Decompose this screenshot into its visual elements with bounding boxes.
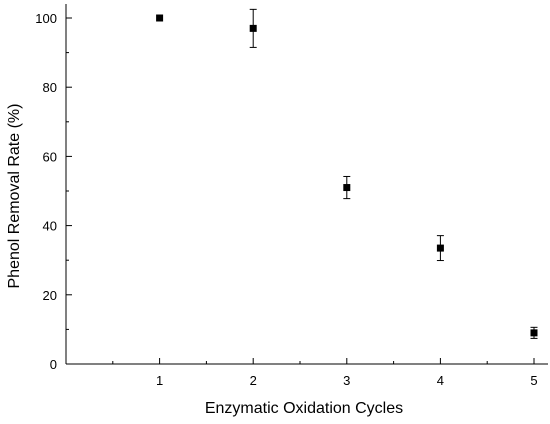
data-points bbox=[156, 8, 538, 339]
x-axis-title: Enzymatic Oxidation Cycles bbox=[205, 400, 403, 417]
y-tick-label: 100 bbox=[35, 11, 57, 26]
data-point-marker bbox=[343, 184, 351, 192]
y-tick-label: 80 bbox=[43, 80, 57, 95]
x-tick-label: 5 bbox=[530, 373, 537, 388]
x-tick-label: 4 bbox=[437, 373, 444, 388]
data-point-marker bbox=[530, 329, 538, 337]
plot-frame bbox=[65, 4, 548, 365]
x-axis-ticks: 1 2 3 4 5 bbox=[112, 358, 538, 388]
x-tick-label: 2 bbox=[250, 373, 257, 388]
data-point-marker bbox=[156, 14, 164, 22]
data-point-marker bbox=[436, 244, 444, 252]
y-axis-ticks: 0 20 40 60 80 100 bbox=[35, 11, 72, 372]
y-axis-title: Phenol Removal Rate (%) bbox=[6, 104, 23, 289]
y-tick-label: 0 bbox=[50, 357, 57, 372]
y-tick-label: 40 bbox=[43, 219, 57, 234]
data-point-marker bbox=[249, 24, 257, 32]
x-tick-label: 3 bbox=[343, 373, 350, 388]
y-tick-label: 60 bbox=[43, 149, 57, 164]
y-tick-label: 20 bbox=[43, 288, 57, 303]
x-tick-label: 1 bbox=[156, 373, 163, 388]
